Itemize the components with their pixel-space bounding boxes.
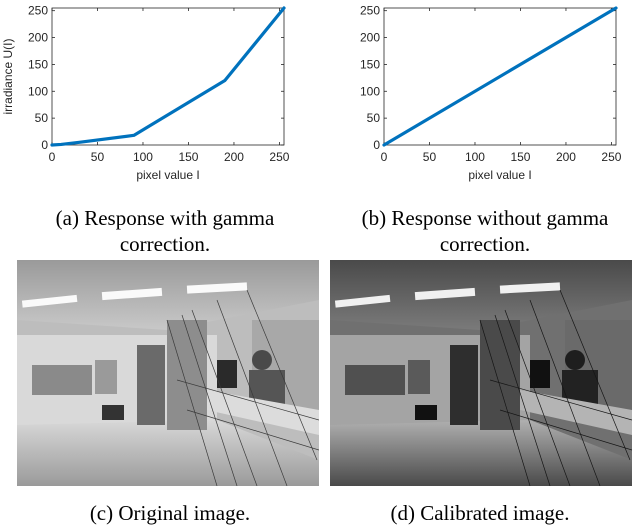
caption-c: (c) Original image. (89, 501, 251, 525)
x-tick-label: 50 (91, 150, 105, 164)
y-tick-label: 50 (35, 111, 49, 125)
original-image (17, 260, 319, 486)
chart-response-with-gamma: 0 50 100 150 200 250 0 50 100 150 200 250 pixel valu… (1, 4, 290, 182)
x-axis-label: pixel value I (136, 168, 199, 182)
x-tick-label: 0 (381, 150, 388, 164)
y-tick-label: 100 (360, 84, 380, 98)
y-tick-label: 250 (28, 4, 48, 18)
y-tick-label: 0 (373, 138, 380, 152)
caption-b: (b) Response without gamma correction. (361, 206, 609, 256)
x-tick-label: 0 (49, 150, 56, 164)
calibrated-image (330, 260, 632, 486)
office-photo-original (17, 260, 319, 486)
chart-response-without-gamma: 0 50 100 150 200 250 0 50 100 150 200 250 pixel valu… (360, 4, 622, 182)
office-photo-calibrated (330, 260, 632, 486)
x-tick-label: 250 (601, 150, 621, 164)
y-tick-label: 250 (360, 4, 380, 18)
x-tick-label: 50 (423, 150, 437, 164)
x-tick-label: 250 (269, 150, 289, 164)
plot-frame (51, 7, 285, 146)
caption-a: (a) Response with gamma correction. (55, 206, 275, 256)
y-tick-label: 200 (28, 31, 48, 45)
y-axis-label: irradiance U(I) (1, 38, 15, 114)
y-tick-label: 150 (360, 57, 380, 71)
response-curve (382, 6, 618, 147)
y-tick-label: 200 (360, 31, 380, 45)
caption-d: (d) Calibrated image. (390, 501, 570, 525)
y-tick-label: 0 (41, 138, 48, 152)
x-tick-label: 200 (224, 150, 244, 164)
x-tick-label: 150 (510, 150, 530, 164)
x-tick-label: 150 (178, 150, 198, 164)
plot-area (51, 7, 285, 146)
x-axis-label: pixel value I (468, 168, 531, 182)
y-tick-label: 100 (28, 84, 48, 98)
response-curve (50, 6, 286, 147)
y-tick-label: 150 (28, 57, 48, 71)
x-tick-label: 100 (465, 150, 485, 164)
x-tick-label: 200 (556, 150, 576, 164)
x-tick-label: 100 (133, 150, 153, 164)
y-tick-label: 50 (367, 111, 381, 125)
